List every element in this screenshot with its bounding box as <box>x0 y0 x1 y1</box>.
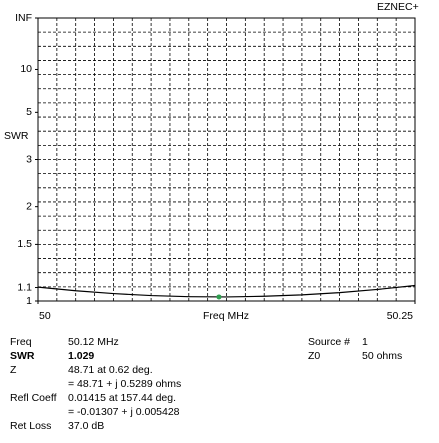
y-tick-label: 3 <box>26 153 32 165</box>
readout-value: = -0.01307 + j 0.005428 <box>68 406 180 418</box>
y-tick-label: 2 <box>26 200 32 212</box>
y-tick-label: 1.5 <box>17 238 32 250</box>
readout-value: 0.01415 at 157.44 deg. <box>68 392 176 404</box>
readout-label: Z0 <box>308 350 320 362</box>
y-tick-label: 10 <box>20 63 32 75</box>
y-tick-label: INF <box>15 12 32 24</box>
readout-label: Z <box>10 364 17 376</box>
readout-value: 48.71 at 0.62 deg. <box>68 364 153 376</box>
readout-value: 1.029 <box>68 350 94 362</box>
cursor-marker <box>216 294 222 300</box>
readout-value: = 48.71 + j 0.5289 ohms <box>68 378 181 390</box>
y-axis-label: SWR <box>4 130 29 142</box>
x-axis-label: Freq MHz <box>203 310 249 322</box>
readout-label: Ret Loss <box>10 420 51 432</box>
brand: EZNEC+ <box>377 1 419 13</box>
x-tick-label: 50.25 <box>387 310 413 322</box>
readout-label: Refl Coeff <box>10 392 57 404</box>
readout-value: 1 <box>362 336 368 348</box>
readout-label: SWR <box>10 350 35 362</box>
y-tick-label: 1 <box>26 295 32 307</box>
y-tick-label: 1.1 <box>17 281 32 293</box>
readout-label: Freq <box>10 336 32 348</box>
readout-value: 50 ohms <box>362 350 402 362</box>
readout-label: Source # <box>308 336 350 348</box>
x-tick-label: 50 <box>39 310 51 322</box>
swr-curve <box>37 284 416 298</box>
y-tick-label: 5 <box>26 106 32 118</box>
readout-value: 50.12 MHz <box>68 336 119 348</box>
readout-value: 37.0 dB <box>68 420 104 432</box>
